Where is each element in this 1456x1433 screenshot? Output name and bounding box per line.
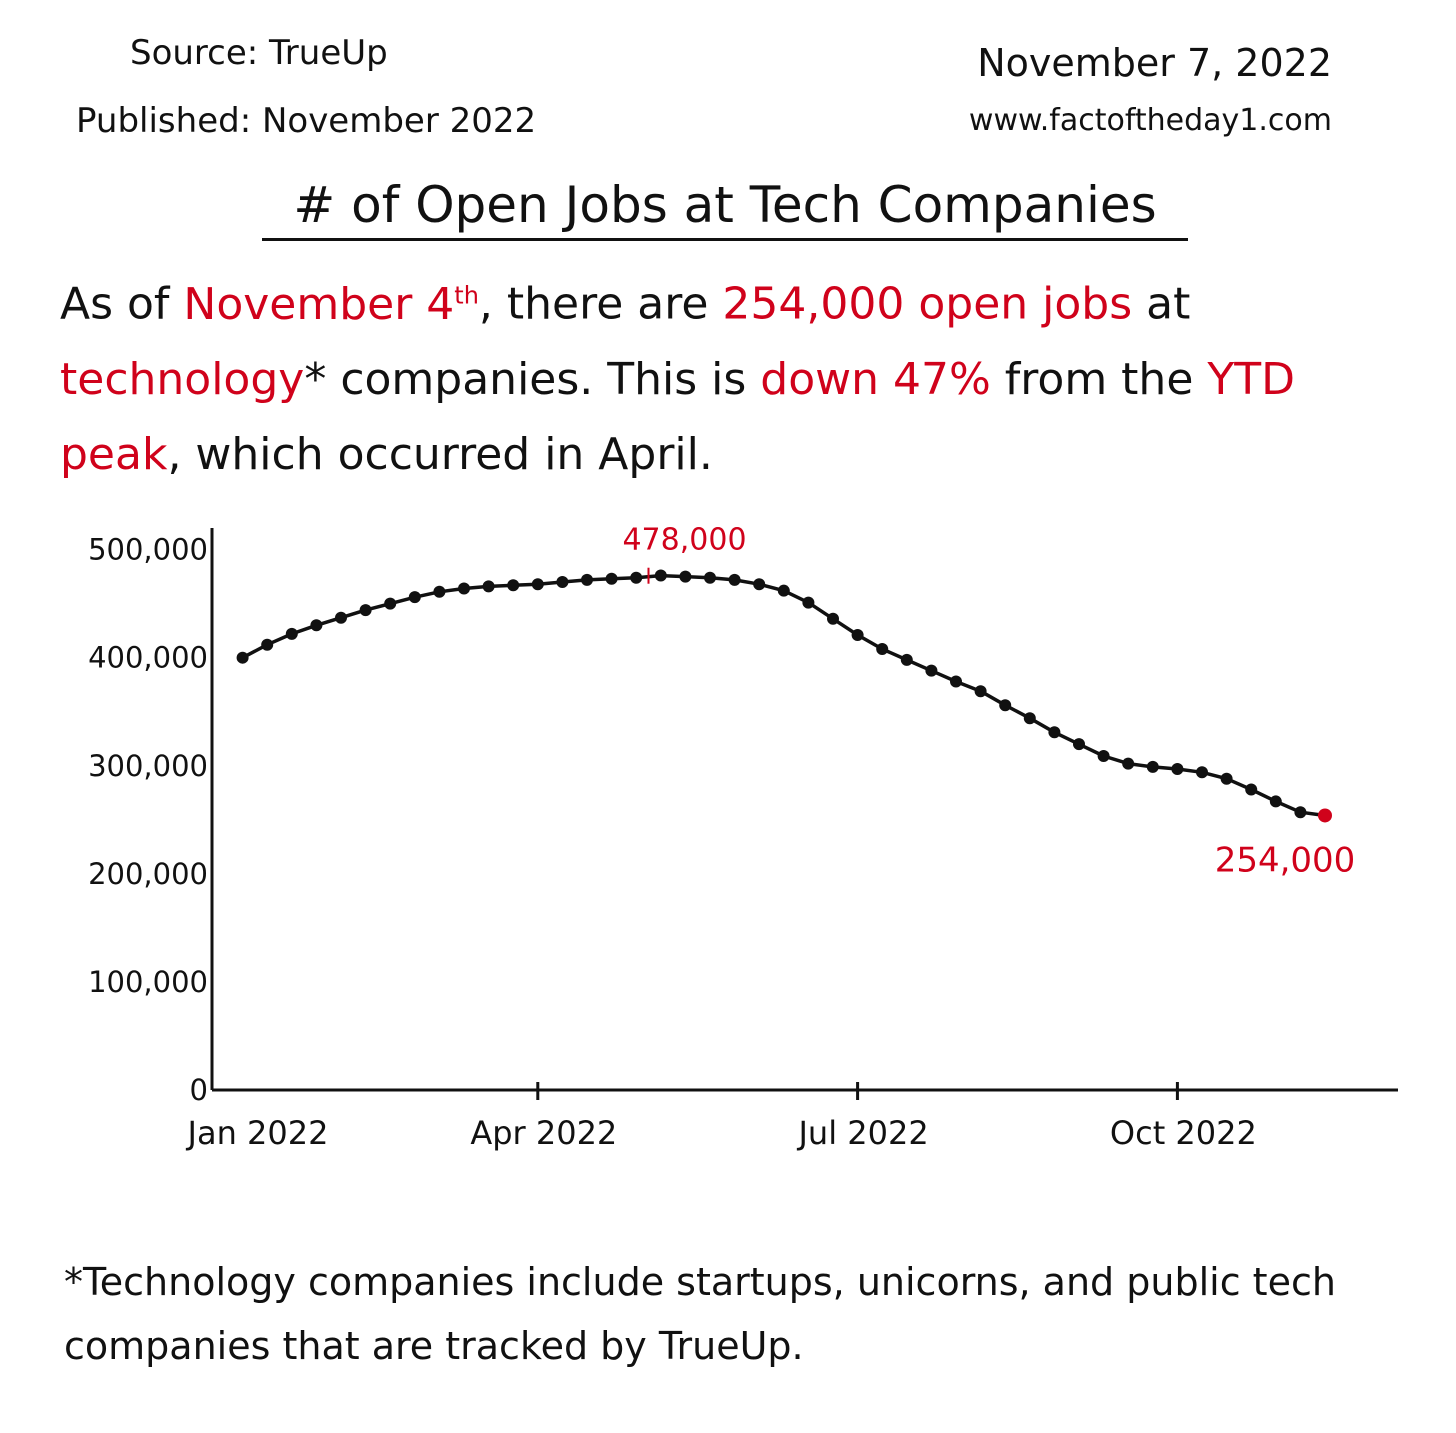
headline-technology: technology bbox=[60, 353, 305, 405]
source-text: Source: TrueUp bbox=[130, 33, 388, 73]
data-point bbox=[1196, 766, 1208, 779]
latest-label: 254,000 bbox=[1215, 840, 1356, 880]
data-point bbox=[728, 573, 741, 586]
chart-title: # of Open Jobs at Tech Companies bbox=[262, 180, 1188, 241]
data-point bbox=[359, 604, 372, 617]
data-point bbox=[925, 664, 938, 677]
y-tick-label: 100,000 bbox=[88, 965, 208, 999]
data-point bbox=[1073, 738, 1085, 751]
data-point bbox=[1122, 757, 1135, 770]
data-point bbox=[900, 653, 913, 666]
headline-decline: down 47% bbox=[760, 353, 991, 405]
headline-part: , there are bbox=[478, 278, 723, 330]
data-point bbox=[1245, 783, 1258, 796]
data-point bbox=[753, 578, 766, 591]
data-point bbox=[1146, 760, 1159, 773]
data-point bbox=[531, 578, 544, 591]
data-point bbox=[507, 579, 520, 592]
x-tick-label: Apr 2022 bbox=[470, 1114, 617, 1152]
data-point bbox=[556, 576, 569, 589]
headline-part: * companies. This is bbox=[304, 353, 761, 405]
data-point bbox=[310, 619, 323, 632]
data-point bbox=[876, 643, 889, 656]
data-point bbox=[1294, 806, 1307, 819]
data-point bbox=[827, 612, 839, 625]
data-point bbox=[1269, 795, 1282, 808]
headline-part: As of bbox=[60, 278, 184, 330]
y-tick-label: 400,000 bbox=[88, 641, 208, 675]
data-point bbox=[679, 570, 692, 583]
line-chart: 0 100,000 200,000 300,000 400,000 500,000 Jan … bbox=[88, 523, 1398, 1152]
peak-label: 478,000 bbox=[622, 523, 746, 558]
published-text: Published: November 2022 bbox=[76, 101, 537, 141]
headline-jobs-count: 254,000 open jobs bbox=[722, 278, 1133, 330]
data-point bbox=[285, 627, 298, 640]
data-point-latest bbox=[1318, 808, 1332, 823]
data-point bbox=[605, 572, 618, 585]
y-tick-label: 0 bbox=[190, 1073, 208, 1107]
y-tick-label: 500,000 bbox=[88, 533, 208, 567]
data-point bbox=[999, 699, 1012, 712]
data-point bbox=[335, 611, 347, 624]
x-tick-label: Jul 2022 bbox=[796, 1114, 928, 1152]
data-point bbox=[1048, 726, 1061, 739]
data-point bbox=[458, 582, 470, 595]
data-point bbox=[777, 584, 790, 597]
data-point bbox=[654, 569, 667, 582]
publish-date: November 7, 2022 bbox=[977, 41, 1332, 85]
data-point bbox=[261, 638, 274, 651]
headline-part: from the bbox=[990, 353, 1208, 405]
data-point bbox=[950, 675, 962, 688]
data-point bbox=[802, 596, 815, 609]
x-tick-label: Jan 2022 bbox=[186, 1114, 329, 1152]
data-point bbox=[433, 585, 446, 598]
data-point bbox=[581, 573, 593, 586]
data-point bbox=[236, 651, 249, 664]
footnote-text: *Technology companies include startups, … bbox=[64, 1260, 1336, 1368]
headline-date-text: November 4 bbox=[183, 278, 455, 330]
headline-part: at bbox=[1132, 278, 1191, 330]
headline-text: As of November 4th, there are 254,000 op… bbox=[60, 258, 1400, 492]
x-tick-label: Oct 2022 bbox=[1110, 1114, 1257, 1152]
data-point bbox=[851, 628, 864, 641]
website-link[interactable]: www.factoftheday1.com bbox=[968, 103, 1332, 138]
data-point bbox=[1220, 772, 1233, 785]
data-point bbox=[482, 580, 495, 593]
series-line bbox=[241, 573, 1326, 818]
data-point bbox=[1097, 750, 1110, 763]
data-point bbox=[630, 571, 643, 584]
data-point bbox=[1023, 712, 1036, 725]
headline-peak: YTD peak bbox=[60, 353, 1296, 480]
y-tick-label: 200,000 bbox=[88, 857, 208, 891]
headline-part: , which occurred in April. bbox=[167, 428, 713, 480]
data-point bbox=[974, 685, 987, 698]
data-point bbox=[704, 571, 716, 584]
headline-date-suffix: th bbox=[454, 281, 479, 309]
headline-date: November 4th bbox=[183, 279, 479, 330]
y-tick-label: 300,000 bbox=[88, 749, 208, 783]
data-point bbox=[1171, 763, 1184, 776]
data-point bbox=[408, 591, 421, 604]
data-point bbox=[384, 597, 397, 610]
